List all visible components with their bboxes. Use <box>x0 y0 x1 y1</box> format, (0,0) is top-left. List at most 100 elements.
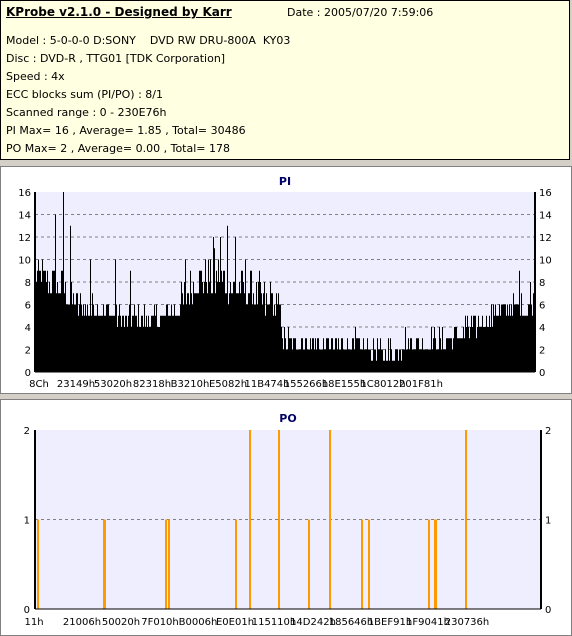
pi-bar <box>489 315 490 372</box>
pi-bar <box>261 293 262 372</box>
pi-bar <box>431 327 432 372</box>
info-ecc-sum: ECC blocks sum (PI/PO) : 8/1 <box>6 88 163 101</box>
pi-bar <box>194 293 195 372</box>
pi-bar <box>199 270 200 372</box>
pi-bar <box>113 315 114 372</box>
pi-bar <box>291 338 292 372</box>
pi-bar <box>374 349 375 372</box>
pi-bar <box>38 259 39 372</box>
pi-bar <box>313 338 314 372</box>
pi-bar <box>196 293 197 372</box>
pi-bar <box>281 327 282 372</box>
pi-bar <box>331 338 332 372</box>
pi-bar <box>370 349 371 372</box>
pi-bar <box>438 349 439 372</box>
pi-bar <box>430 349 431 372</box>
x-tick-label: 1C8012h <box>360 379 405 390</box>
pi-bar <box>335 338 336 372</box>
pi-bar <box>52 270 53 372</box>
pi-bar <box>222 282 223 372</box>
pi-bar <box>166 304 167 372</box>
pi-bar <box>253 293 254 372</box>
pi-bar <box>219 282 220 372</box>
pi-bar <box>428 349 429 372</box>
pi-bar <box>162 315 163 372</box>
y-tick-label-right: 14 <box>539 211 552 222</box>
info-scanned-range: Scanned range : 0 - 230E76h <box>6 106 167 119</box>
pi-bar <box>419 349 420 372</box>
pi-bar <box>96 315 97 372</box>
y-tick-label-left: 1 <box>24 516 30 527</box>
pi-bar <box>416 338 417 372</box>
pi-bar <box>373 338 374 372</box>
pi-bar <box>404 349 405 372</box>
pi-bar <box>403 349 404 372</box>
pi-bar <box>54 270 55 372</box>
pi-bar <box>466 327 467 372</box>
pi-bar <box>269 304 270 372</box>
pi-bar <box>262 304 263 372</box>
pi-bar <box>68 304 69 372</box>
pi-bar <box>365 349 366 372</box>
pi-bar <box>248 293 249 372</box>
pi-bar <box>87 304 88 372</box>
pi-bar <box>179 315 180 372</box>
pi-spike <box>405 327 406 372</box>
pi-bar <box>79 304 80 372</box>
x-tick-label: 115110h <box>252 617 297 628</box>
pi-bar <box>125 315 126 372</box>
pi-bar <box>91 315 92 372</box>
pi-bar <box>273 315 274 372</box>
pi-bar <box>86 315 87 372</box>
pi-bar <box>102 315 103 372</box>
pi-bar <box>215 293 216 372</box>
pi-bar <box>105 315 106 372</box>
pi-bar <box>205 259 206 372</box>
pi-bar <box>288 327 289 372</box>
pi-bar <box>56 293 57 372</box>
pi-bar <box>439 327 440 372</box>
pi-bar <box>207 293 208 372</box>
po-bar <box>428 519 430 609</box>
pi-bar <box>287 349 288 372</box>
pi-bar <box>402 349 403 372</box>
pi-bar <box>367 338 368 372</box>
pi-bar <box>236 293 237 372</box>
y-tick-label-left: 0 <box>24 605 30 616</box>
pi-bar <box>356 338 357 372</box>
pi-bar <box>149 327 150 372</box>
pi-bar <box>233 282 234 372</box>
pi-bar <box>476 338 477 372</box>
pi-bar <box>229 293 230 372</box>
pi-bar <box>447 338 448 372</box>
pi-bar <box>136 315 137 372</box>
info-panel: KProbe v2.1.0 - Designed by Karr Date : … <box>0 0 570 160</box>
pi-bar <box>517 304 518 372</box>
pi-bar <box>479 327 480 372</box>
pi-bar <box>47 270 48 372</box>
pi-bar <box>251 270 252 372</box>
pi-bar <box>311 349 312 372</box>
pi-spike <box>519 270 520 372</box>
pi-bar <box>92 293 93 372</box>
pi-spike <box>213 237 214 372</box>
pi-bar <box>159 327 160 372</box>
pi-bar <box>124 327 125 372</box>
pi-bar <box>386 360 387 372</box>
pi-bar <box>191 293 192 372</box>
pi-spike <box>259 270 260 372</box>
pi-bar <box>276 293 277 372</box>
pi-bar <box>516 304 517 372</box>
pi-bar <box>116 304 117 372</box>
y-tick-label-right: 4 <box>539 323 545 334</box>
pi-bar <box>481 327 482 372</box>
pi-bar <box>467 315 468 372</box>
pi-bar <box>57 282 58 372</box>
pi-bar <box>293 338 294 372</box>
pi-bar <box>257 304 258 372</box>
pi-bar <box>83 304 84 372</box>
pi-bar <box>468 327 469 372</box>
x-tick-label: E5082h <box>209 379 247 390</box>
pi-bar <box>237 293 238 372</box>
pi-spike <box>185 259 186 372</box>
